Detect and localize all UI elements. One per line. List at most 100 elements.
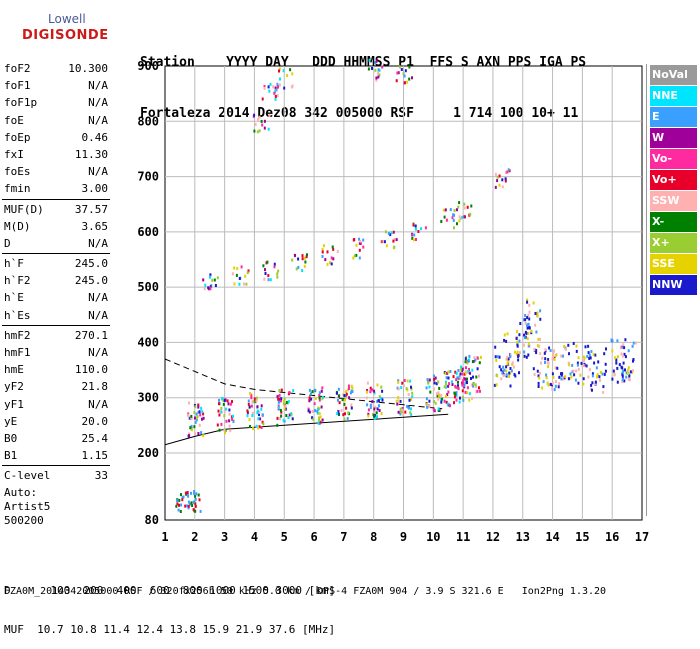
echo-point [479,389,481,393]
parameter-table: foF2 10.300 foF1 N/A foF1p N/A foE N/A foEp 0.46 f… [2,60,110,485]
echo-point [197,403,200,407]
param-name: yF1 [4,397,24,411]
echo-point [273,91,276,95]
echo-point [592,353,595,357]
echo-point [445,376,448,380]
echo-point [462,381,465,385]
echo-point [286,74,289,77]
echo-point [397,71,400,75]
echo-point [287,400,290,404]
echo-point [199,413,202,417]
param-name: hmF1 [4,346,31,359]
echo-point [274,97,277,101]
echo-point [178,498,181,502]
echo-point [627,349,630,353]
echo-point [505,171,507,174]
param-value: 10.300 [68,62,108,75]
echo-point [329,261,331,265]
echo-point [277,269,280,273]
echo-point [267,127,270,131]
echo-point [445,400,448,404]
echo-point [318,416,321,420]
echo-point [213,278,216,282]
echo-point [251,414,254,417]
echo-point [187,494,190,498]
echo-point [323,244,325,248]
echo-point [626,368,629,372]
echo-point [399,410,402,414]
legend-divider [646,64,647,516]
echo-point [196,415,199,419]
param-row: h`Es N/A [2,307,110,324]
echo-point [457,384,459,388]
echo-point [445,380,447,384]
param-name: B1 [4,449,18,463]
echo-point [220,410,223,414]
echo-point [358,237,360,241]
echo-point [332,257,335,261]
echo-point [246,409,249,413]
echo-point [274,86,277,90]
echo-point [366,389,369,392]
echo-point [335,391,338,395]
echo-point [187,500,190,504]
echo-point [518,351,521,355]
echo-point [371,67,373,70]
echo-point [284,407,287,411]
echo-point [462,398,465,402]
echo-point [256,130,259,134]
echo-point [262,422,265,426]
param-row: h`F 245.0 [2,255,110,272]
echo-point [194,497,197,501]
echo-point [246,414,249,418]
echo-point [318,391,321,395]
echo-point [453,209,456,212]
echo-point [518,333,521,337]
echo-point [319,420,322,424]
echo-point [278,83,281,87]
echo-point [348,387,350,390]
echo-point [527,344,530,348]
echo-point [276,395,279,399]
echo-point [517,358,520,362]
param-value: 270.1 [74,328,108,342]
echo-point [392,239,395,243]
echo-point [585,364,588,368]
echo-point [330,256,333,260]
echo-point [438,395,441,399]
x-tick-label: 13 [516,530,530,544]
echo-point [435,392,438,396]
echo-point [343,417,346,421]
echo-point [369,386,372,390]
echo-point [194,504,197,508]
echo-point [554,384,557,388]
param-name: hmF2 [4,328,31,342]
echo-point [228,424,231,428]
echo-point [503,333,506,337]
echo-point [447,390,450,394]
echo-point [518,339,521,343]
echo-point [343,402,346,406]
echo-point [457,380,459,384]
echo-point [337,398,339,402]
echo-point [338,394,341,398]
echo-point [548,346,551,350]
echo-point [546,360,549,364]
echo-point [500,368,503,372]
echo-point [560,373,563,377]
echo-point [501,371,504,375]
echo-point [195,418,198,422]
echo-point [216,276,219,280]
echo-point [217,409,220,413]
echo-point [199,509,202,513]
echo-point [348,396,351,400]
echo-point [408,398,411,402]
echo-point [459,396,461,400]
echo-point [591,388,593,392]
echo-point [496,179,499,183]
param-name: yE [4,414,18,428]
echo-point [549,349,552,352]
echo-point [432,408,435,412]
x-tick-label: 15 [575,530,589,544]
echo-point [624,368,626,372]
